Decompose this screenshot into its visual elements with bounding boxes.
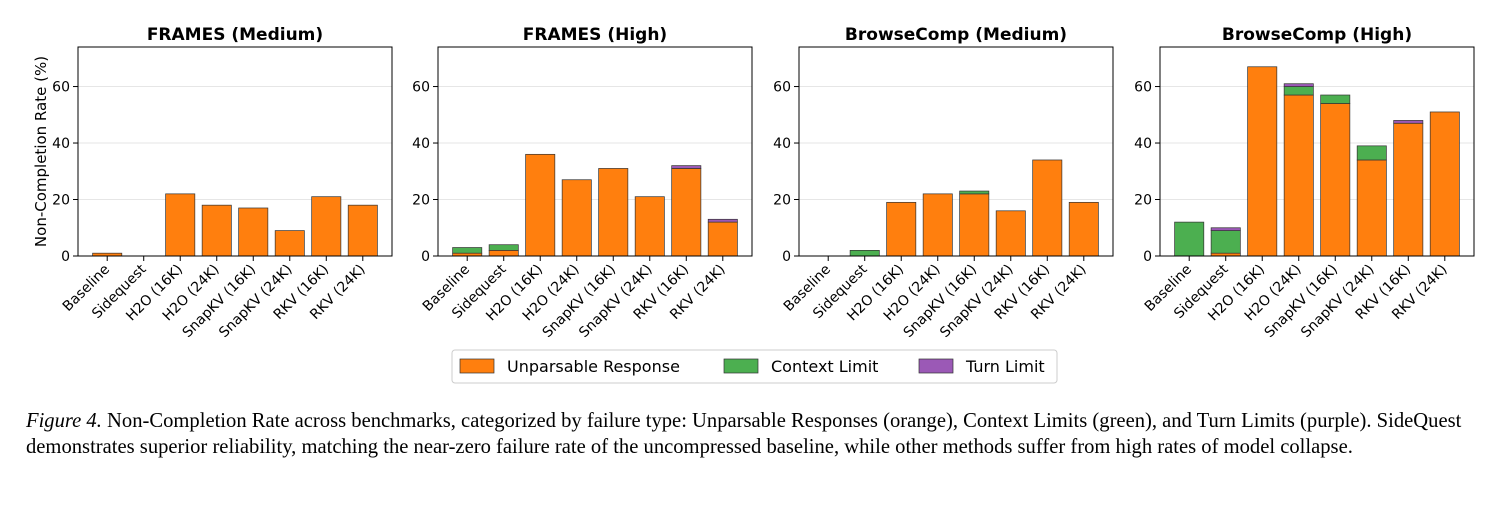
y-tick-label: 20 xyxy=(412,193,430,209)
bar-context-limit-baseline xyxy=(1174,221,1205,257)
bar-unparsable-response-h2o-24k xyxy=(1283,94,1314,257)
bar-unparsable-response-snapkv-24k xyxy=(274,230,305,257)
bar-unparsable-response-rkv-16k xyxy=(1032,159,1063,257)
bar-unparsable-response-h2o-24k xyxy=(201,204,232,257)
bar-unparsable-response-snapkv-16k xyxy=(598,168,629,257)
bar-unparsable-response-h2o-16k xyxy=(525,153,556,257)
axes-frame xyxy=(77,46,393,257)
axes-frame xyxy=(1159,46,1475,257)
bar-turn-limit-rkv-16k xyxy=(671,165,702,169)
bar-unparsable-response-snapkv-16k xyxy=(959,193,990,257)
bar-unparsable-response-snapkv-16k xyxy=(1320,103,1351,257)
y-tick-label: 40 xyxy=(412,136,430,152)
bar-context-limit-sidequest xyxy=(488,244,519,251)
bar-context-limit-sidequest xyxy=(849,250,880,257)
bar-unparsable-response-rkv-24k xyxy=(1068,201,1099,257)
bar-unparsable-response-rkv-24k xyxy=(1429,111,1460,257)
y-tick-label: 20 xyxy=(1134,193,1152,209)
legend-swatch-turn-limit xyxy=(918,358,954,374)
chart-title: BrowseComp (Medium) xyxy=(845,25,1067,45)
bar-turn-limit-rkv-24k xyxy=(707,218,738,223)
legend-label-unparsable-response: Unparsable Response xyxy=(507,357,680,376)
bar-turn-limit-rkv-16k xyxy=(1393,120,1424,124)
bar-context-limit-sidequest xyxy=(1210,230,1241,254)
bar-turn-limit-sidequest xyxy=(1210,227,1241,231)
y-axis-label: Non-Completion Rate (%) xyxy=(32,56,50,247)
axes-frame xyxy=(798,46,1114,257)
legend-swatch-context-limit xyxy=(723,358,759,374)
bar-context-limit-baseline xyxy=(452,247,483,254)
bar-unparsable-response-snapkv-24k xyxy=(995,210,1026,257)
caption-label: Figure 4. xyxy=(26,410,102,432)
y-tick-label: 0 xyxy=(61,249,70,265)
legend: Unparsable Response Context Limit Turn Lim… xyxy=(451,349,1058,384)
bar-unparsable-response-rkv-16k xyxy=(671,168,702,257)
bar-unparsable-response-rkv-16k xyxy=(1393,122,1424,257)
y-tick-label: 40 xyxy=(52,136,70,152)
bar-unparsable-response-h2o-24k xyxy=(922,193,953,257)
bar-context-limit-snapkv-24k xyxy=(1356,145,1387,161)
y-tick-label: 0 xyxy=(421,249,430,265)
bar-turn-limit-h2o-24k xyxy=(1283,83,1314,87)
bar-unparsable-response-snapkv-24k xyxy=(1356,159,1387,257)
bar-unparsable-response-rkv-24k xyxy=(707,221,738,257)
bar-unparsable-response-h2o-16k xyxy=(886,201,917,257)
legend-label-context-limit: Context Limit xyxy=(771,357,878,376)
y-tick-label: 20 xyxy=(52,193,70,209)
bar-context-limit-snapkv-16k xyxy=(1320,94,1351,104)
y-tick-label: 0 xyxy=(1143,249,1152,265)
bar-context-limit-snapkv-16k xyxy=(959,190,990,195)
y-tick-label: 60 xyxy=(412,80,430,96)
caption-text: Non-Completion Rate across benchmarks, c… xyxy=(26,410,1462,458)
y-tick-label: 40 xyxy=(1134,136,1152,152)
bar-unparsable-response-h2o-16k xyxy=(1247,66,1278,257)
y-tick-label: 60 xyxy=(1134,80,1152,96)
y-tick-label: 0 xyxy=(782,249,791,265)
y-tick-label: 20 xyxy=(773,193,791,209)
bar-unparsable-response-rkv-24k xyxy=(347,204,378,257)
y-tick-label: 60 xyxy=(52,80,70,96)
bar-unparsable-response-snapkv-16k xyxy=(238,207,269,257)
chart-title: BrowseComp (High) xyxy=(1222,25,1412,45)
bar-unparsable-response-snapkv-24k xyxy=(634,196,665,257)
bar-unparsable-response-h2o-24k xyxy=(561,179,592,257)
bar-context-limit-h2o-24k xyxy=(1283,86,1314,96)
bar-unparsable-response-rkv-16k xyxy=(311,196,342,257)
bar-unparsable-response-sidequest xyxy=(488,250,519,257)
legend-label-turn-limit: Turn Limit xyxy=(965,357,1045,376)
figure-caption: Figure 4. Non-Completion Rate across ben… xyxy=(26,408,1496,460)
chart-title: FRAMES (Medium) xyxy=(147,25,323,45)
legend-swatch-unparsable-response xyxy=(459,358,495,374)
y-tick-label: 60 xyxy=(773,80,791,96)
bar-unparsable-response-h2o-16k xyxy=(165,193,196,257)
y-tick-label: 40 xyxy=(773,136,791,152)
axes-frame xyxy=(437,46,753,257)
chart-title: FRAMES (High) xyxy=(523,25,667,45)
